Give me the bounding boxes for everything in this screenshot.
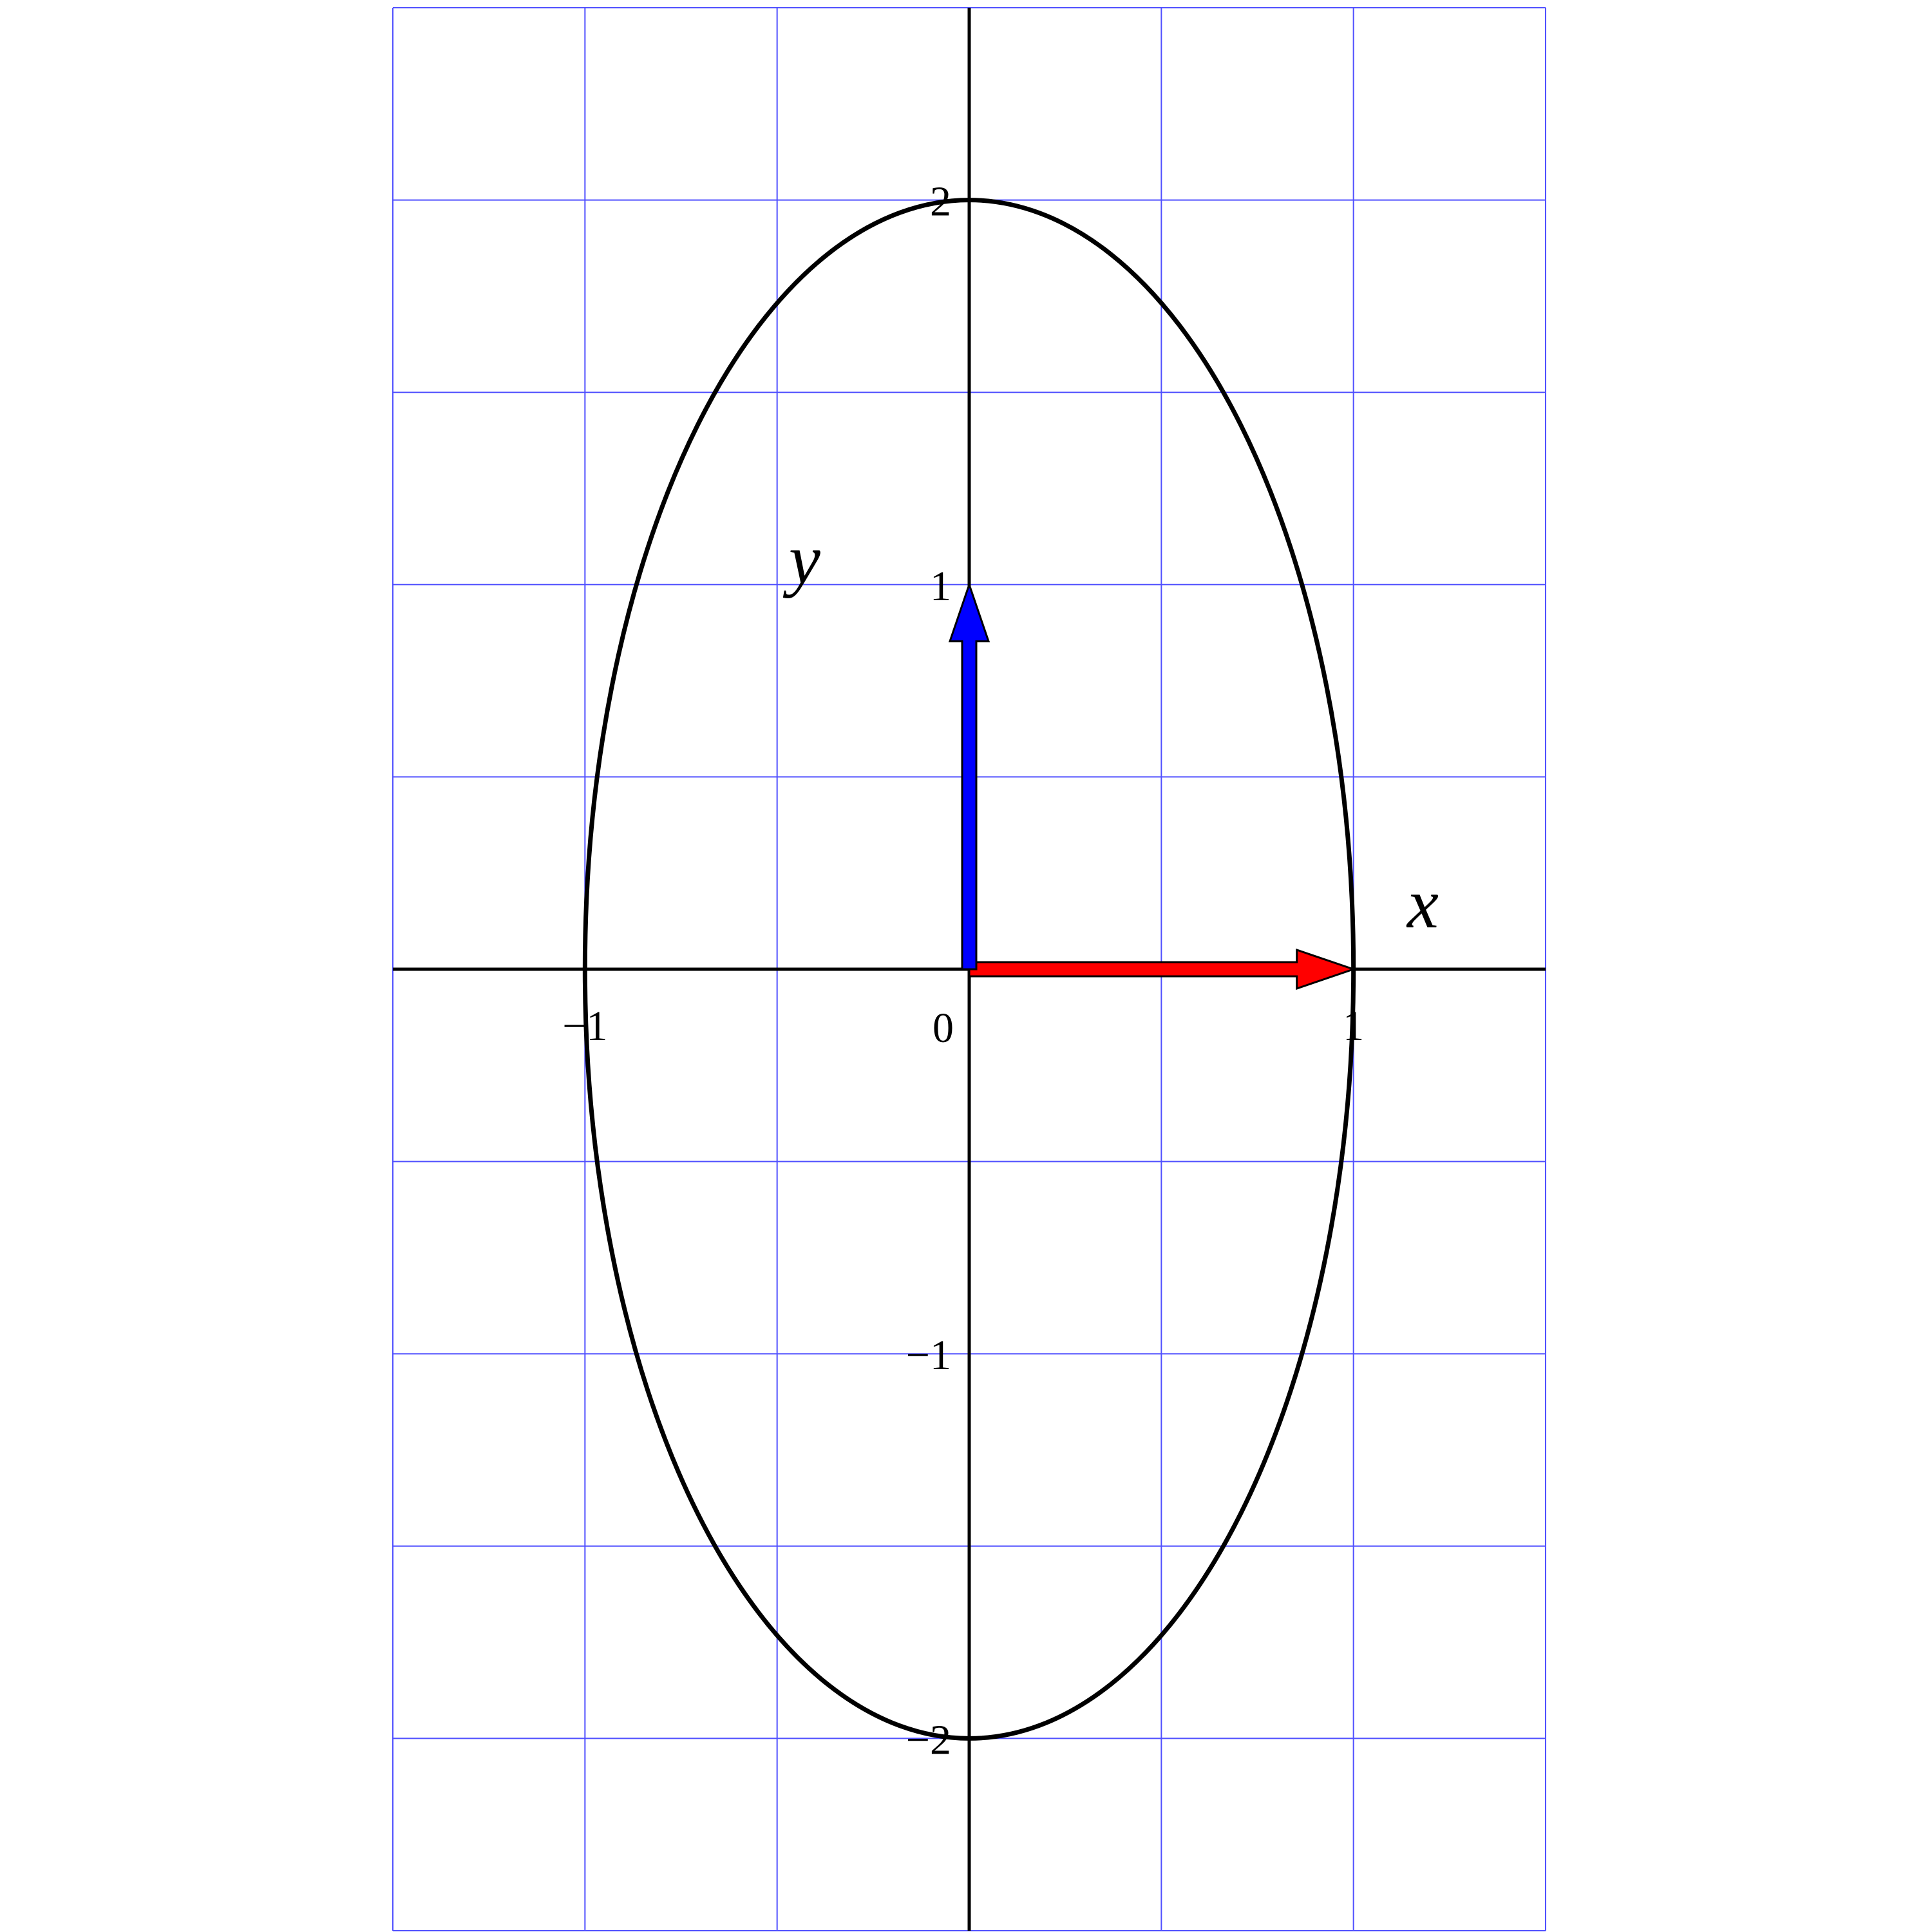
- labels: x y 0 −1 1 2 1 −1 −2: [562, 178, 1439, 1764]
- vectors: [948, 582, 1357, 990]
- y-axis-label: y: [782, 520, 820, 598]
- x-tick-label: 1: [1343, 1003, 1364, 1050]
- x-axis-label: x: [1406, 864, 1439, 943]
- y-tick-label: 2: [930, 178, 951, 225]
- y-tick-label: −1: [906, 1332, 951, 1379]
- x-tick-label: −1: [562, 1003, 607, 1050]
- blue-vector-arrow: [948, 582, 990, 971]
- y-tick-label: 1: [930, 563, 951, 610]
- red-vector-arrow: [968, 948, 1357, 990]
- origin-label: 0: [933, 1005, 954, 1052]
- y-tick-label: −2: [906, 1716, 951, 1763]
